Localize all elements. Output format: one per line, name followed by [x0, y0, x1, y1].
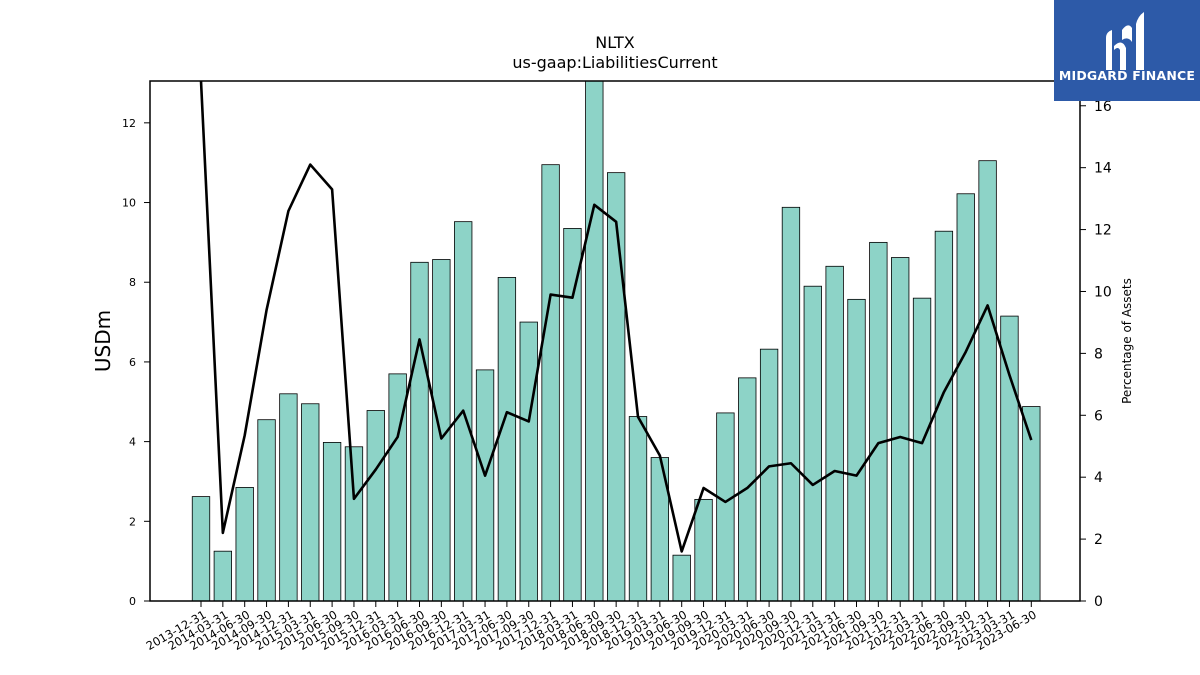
y2-tick-label: 12: [1094, 223, 1112, 239]
bar: [1022, 406, 1041, 602]
bar: [803, 285, 822, 602]
y2-tick-label: 14: [1094, 161, 1112, 177]
y2-tick-label: 0: [1094, 594, 1103, 610]
bar: [475, 369, 495, 602]
bar: [279, 393, 298, 602]
bar: [410, 261, 429, 602]
line-path: [199, 80, 1033, 553]
bar-series: [191, 80, 1041, 602]
y2-tick-label: 16: [1094, 99, 1112, 115]
bar: [781, 206, 801, 602]
y2-tick-label: 8: [1094, 346, 1103, 362]
y-tick-label: 6: [129, 356, 136, 369]
bar: [847, 298, 866, 602]
plot-frame: [149, 80, 1081, 602]
x-axis: 2013-12-312014-03-312014-06-302014-09-30…: [144, 601, 1039, 653]
bar: [235, 487, 254, 602]
y2-tick-label: 10: [1094, 284, 1112, 300]
y2-axis-label: Percentage of Assets: [1120, 278, 1134, 404]
brand-name: MIDGARD FINANCE: [1058, 68, 1196, 83]
bar: [213, 550, 233, 602]
y2-tick-label: 4: [1094, 470, 1103, 486]
bar: [891, 257, 910, 602]
y-tick-label: 4: [129, 436, 136, 449]
brand-logo: MIDGARD FINANCE: [1054, 0, 1200, 101]
bar: [825, 265, 844, 602]
bar: [497, 277, 517, 602]
bar: [694, 498, 713, 602]
chart-subtitle: us-gaap:LiabilitiesCurrent: [512, 53, 717, 72]
y-axis-right: 0 2 4 6 8 10 12 14 16: [1080, 99, 1112, 610]
bar: [934, 230, 954, 602]
bar: [344, 446, 364, 602]
bar: [759, 348, 779, 602]
y-tick-label: 0: [129, 595, 136, 608]
bar: [607, 172, 626, 602]
bar: [956, 193, 975, 602]
bar: [912, 297, 932, 602]
bar: [563, 228, 582, 602]
bar: [628, 416, 648, 602]
y2-tick-label: 2: [1094, 532, 1103, 548]
bar: [322, 442, 342, 602]
chart-title: NLTX: [595, 33, 634, 52]
y-tick-label: 8: [129, 276, 136, 289]
bar: [672, 554, 691, 602]
bar: [978, 160, 997, 602]
bar: [301, 403, 320, 602]
bar: [716, 412, 735, 602]
bar: [541, 164, 560, 602]
y-tick-label: 10: [122, 197, 136, 210]
bar: [869, 241, 888, 602]
bar: [585, 80, 604, 602]
y-axis-label: USDm: [91, 310, 115, 372]
bar: [366, 410, 385, 602]
y-axis-left: 0 2 4 6 8 10 12: [122, 117, 150, 608]
bar: [257, 419, 276, 602]
bar: [191, 496, 211, 602]
bar: [519, 321, 538, 602]
y2-tick-label: 6: [1094, 408, 1103, 424]
midgard-m-icon: [1106, 12, 1144, 70]
line-series: [199, 80, 1033, 553]
y-tick-label: 2: [129, 515, 136, 528]
y-tick-label: 12: [122, 117, 136, 130]
